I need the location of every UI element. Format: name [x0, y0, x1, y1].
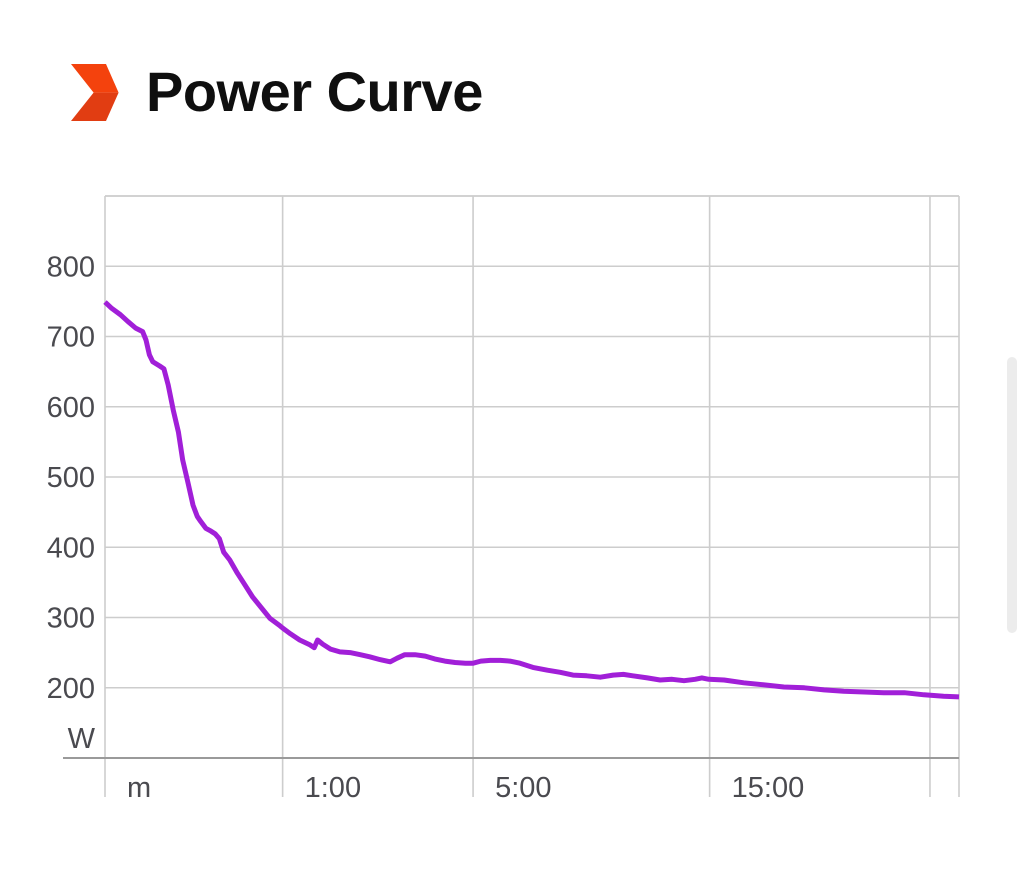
- chevron-logo-icon: [71, 63, 119, 121]
- power-curve-line: [103, 300, 960, 700]
- y-axis-unit-label: W: [68, 723, 96, 755]
- x-tick-label-5:00: 5:00: [495, 772, 551, 804]
- y-tick-label-600: 600: [47, 392, 95, 424]
- y-tick-label-400: 400: [47, 532, 95, 564]
- page-title: Power Curve: [146, 60, 483, 123]
- x-tick-label-1:00: 1:00: [305, 772, 361, 804]
- y-tick-label-200: 200: [47, 673, 95, 705]
- y-tick-label-500: 500: [47, 462, 95, 494]
- vertical-scrollbar-thumb[interactable]: [1007, 357, 1017, 633]
- page-header: Power Curve: [71, 63, 483, 121]
- y-tick-label-800: 800: [47, 251, 95, 283]
- x-tick-label-m: m: [127, 772, 151, 804]
- y-tick-label-700: 700: [47, 322, 95, 354]
- x-tick-label-15:00: 15:00: [732, 772, 805, 804]
- y-tick-label-300: 300: [47, 603, 95, 635]
